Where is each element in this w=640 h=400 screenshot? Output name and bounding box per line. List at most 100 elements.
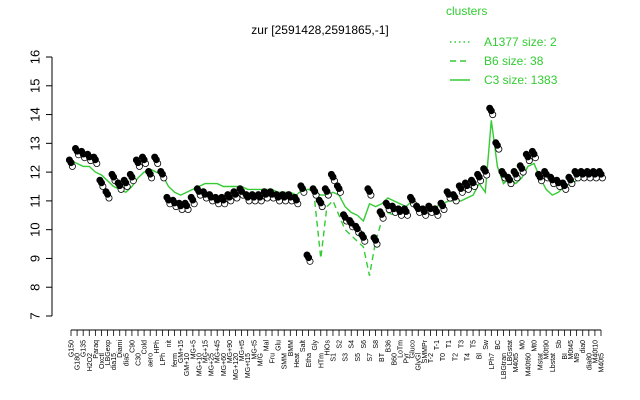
legend-entry-3: C3 size: 1383 bbox=[484, 73, 558, 87]
legend-title: clusters bbox=[446, 4, 487, 18]
x-tick-label: T4 bbox=[464, 353, 471, 361]
x-tick-label: BI bbox=[562, 353, 569, 360]
x-tick-label: MG-t5 bbox=[251, 340, 258, 360]
point-layer bbox=[65, 104, 606, 265]
data-point bbox=[122, 179, 130, 187]
x-tick-label: HTm bbox=[318, 353, 325, 368]
x-tick-label: MG+45 bbox=[215, 340, 222, 363]
x-tick-label: Paraq bbox=[93, 340, 100, 359]
x-tick-label: T1 bbox=[446, 340, 453, 348]
x-tick-label: LBGexp bbox=[105, 340, 112, 365]
x-tick-label: T2 bbox=[452, 353, 459, 361]
data-point bbox=[98, 179, 106, 187]
data-point bbox=[408, 196, 416, 204]
x-tick-label: M40t5 bbox=[513, 353, 520, 373]
data-point bbox=[311, 187, 319, 195]
y-tick-label: 13 bbox=[27, 136, 42, 150]
data-point bbox=[353, 225, 361, 233]
x-tick-label: H2O2 bbox=[87, 353, 94, 371]
x-tick-label: Fru bbox=[270, 353, 277, 364]
x-tick-label: MG+5 bbox=[190, 340, 197, 359]
x-tick-label: LPh7 bbox=[489, 353, 496, 369]
x-tick-label: MG+10 bbox=[196, 353, 203, 376]
y-tick-label: 10 bbox=[27, 222, 42, 236]
data-point bbox=[512, 170, 520, 178]
x-tick-label: MG+t5 bbox=[239, 340, 246, 361]
data-point bbox=[219, 196, 227, 204]
x-tick-label: S2 bbox=[337, 340, 344, 349]
x-tick-label: MG+60 bbox=[221, 353, 228, 376]
x-tick-label: HPh bbox=[154, 340, 161, 354]
data-point bbox=[67, 159, 75, 167]
x-tick-label: Etha bbox=[306, 353, 313, 368]
x-tick-label: ferm bbox=[172, 353, 179, 367]
x-tick-label: Oxctl bbox=[99, 353, 106, 369]
data-point bbox=[365, 187, 373, 195]
x-tick-label: S3 bbox=[343, 353, 350, 362]
x-tick-label: MG+90 bbox=[227, 340, 234, 363]
data-point bbox=[317, 199, 325, 207]
data-point bbox=[152, 156, 160, 164]
x-tick-label: BT bbox=[379, 352, 386, 362]
data-point bbox=[104, 190, 112, 198]
x-tick-label: G135 bbox=[81, 340, 88, 357]
data-point bbox=[189, 196, 197, 204]
x-tick-label: B36 bbox=[385, 340, 392, 353]
x-tick-label: G180 bbox=[75, 353, 82, 370]
data-point bbox=[372, 236, 380, 244]
x-tick-label: S6 bbox=[361, 340, 368, 349]
x-tick-label: Sb bbox=[556, 340, 563, 349]
y-tick-label: 9 bbox=[27, 255, 42, 262]
x-tick-label: BMM bbox=[288, 340, 295, 357]
x-tick-label: Mstat bbox=[538, 353, 545, 370]
y-tick-label: 16 bbox=[27, 50, 42, 64]
series-layer bbox=[70, 120, 601, 276]
y-tick-label: 11 bbox=[27, 194, 42, 208]
x-tick-label: M0t45 bbox=[568, 340, 575, 360]
data-point bbox=[256, 193, 264, 201]
x-tick-label: LBGstat bbox=[507, 340, 514, 365]
data-point bbox=[305, 254, 313, 262]
x-tick-label: S1 bbox=[330, 353, 337, 362]
data-point bbox=[481, 167, 489, 175]
y-axis: 7 8 9 10 11 12 13 14 15 16 bbox=[27, 50, 53, 320]
y-tick-label: 12 bbox=[27, 165, 42, 179]
x-tick-label: S7 bbox=[367, 353, 374, 362]
x-tick-label: T0 bbox=[440, 353, 447, 361]
x-tick-label: M/G bbox=[257, 353, 264, 366]
x-tick-label: MG+15 bbox=[203, 340, 210, 363]
x-tick-label: T-2 bbox=[428, 353, 435, 363]
data-point bbox=[524, 153, 532, 161]
y-tick-label: 8 bbox=[27, 284, 42, 291]
x-tick-label: MG+120 bbox=[233, 353, 240, 380]
data-point bbox=[158, 170, 166, 178]
x-tick-label: MG+25 bbox=[209, 353, 216, 376]
data-point bbox=[110, 173, 118, 181]
data-point bbox=[134, 159, 142, 167]
data-point bbox=[323, 187, 331, 195]
x-tick-label: dia5 bbox=[123, 353, 130, 366]
data-point bbox=[536, 173, 544, 181]
data-point bbox=[530, 150, 538, 158]
x-tick-label: G150 bbox=[69, 340, 76, 357]
x-tick-label: Heat bbox=[294, 353, 301, 368]
x-tick-label: LoTm bbox=[397, 340, 404, 358]
data-point bbox=[451, 193, 459, 201]
legend-entry-2: B6 size: 38 bbox=[484, 54, 544, 68]
x-tick-label: Mal bbox=[263, 340, 270, 352]
y-tick-label: 15 bbox=[27, 79, 42, 93]
data-point bbox=[378, 210, 386, 218]
x-tick-label: Bl bbox=[477, 353, 484, 360]
x-tick-label: Diami bbox=[117, 340, 124, 358]
x-tick-label: Lbstat bbox=[550, 353, 557, 372]
x-tick-label: M40t10 bbox=[592, 340, 599, 363]
data-point bbox=[292, 196, 300, 204]
x-tick-label: dia15 bbox=[111, 353, 118, 370]
data-point bbox=[463, 182, 471, 190]
x-tick-label: aero bbox=[148, 353, 155, 367]
data-point bbox=[116, 182, 124, 190]
data-point bbox=[183, 202, 191, 210]
x-tick-label: M9 bbox=[574, 353, 581, 363]
